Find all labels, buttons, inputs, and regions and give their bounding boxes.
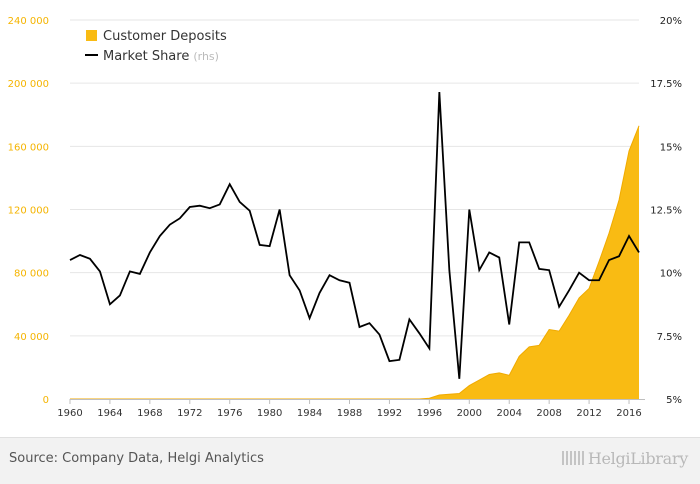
library-icon <box>561 451 584 465</box>
legend-label-market-share: Market Share (rhs) <box>103 49 219 64</box>
legend: Customer Deposits Market Share (rhs) <box>85 29 227 64</box>
x-tick-label: 2016 <box>616 408 641 419</box>
customer-deposits-area <box>70 125 639 400</box>
brand-logo: HelgiLibrary <box>561 449 688 468</box>
x-tick-label: 1988 <box>337 408 362 419</box>
y-right-tick-label: 17.5% <box>650 79 682 90</box>
x-tick-label: 1964 <box>97 408 122 419</box>
x-tick-label: 2012 <box>576 408 601 419</box>
y-left-tick-label: 240 000 <box>8 16 49 27</box>
x-tick-label: 1968 <box>137 408 162 419</box>
x-tick-label: 2000 <box>457 408 482 419</box>
x-tick-label: 1996 <box>417 408 442 419</box>
y-right-tick-label: 12.5% <box>650 206 682 217</box>
y-right-tick-label: 20% <box>660 16 682 27</box>
y-axis-right: 5% 7.5% 10% 12.5% 15% 17.5% 20% <box>650 16 682 406</box>
x-axis: 1960 1964 1968 1972 1976 1980 1984 1988 1992 1996… <box>57 399 645 419</box>
source-note: Source: Company Data, Helgi Analytics <box>9 451 264 466</box>
gridlines <box>70 19 639 337</box>
deposits-area-layer <box>70 125 640 400</box>
y-right-tick-label: 10% <box>660 269 682 280</box>
x-tick-label: 2004 <box>497 408 522 419</box>
x-tick-label: 1984 <box>297 408 322 419</box>
x-tick-label: 1992 <box>377 408 402 419</box>
legend-swatch-customer-deposits <box>86 30 97 41</box>
y-left-tick-label: 80 000 <box>14 269 49 280</box>
y-right-tick-label: 15% <box>660 142 682 153</box>
footer: Source: Company Data, Helgi Analytics He… <box>0 437 700 484</box>
x-tick-label: 1976 <box>217 408 242 419</box>
x-tick-label: 1960 <box>57 408 82 419</box>
brand-name: HelgiLibrary <box>587 449 688 468</box>
y-axis-left: 0 40 000 80 000 120 000 160 000 200 000 240 00… <box>8 16 49 406</box>
market-share-line <box>69 91 640 379</box>
legend-label-customer-deposits: Customer Deposits <box>103 29 227 44</box>
x-tick-label: 1980 <box>257 408 282 419</box>
market-share-line-layer <box>69 91 640 379</box>
chart: 1960 1964 1968 1972 1976 1980 1984 1988 1992 1996… <box>8 16 682 419</box>
y-left-tick-label: 0 <box>43 395 49 406</box>
y-left-tick-label: 160 000 <box>8 142 49 153</box>
x-tick-label: 2008 <box>536 408 561 419</box>
y-left-tick-label: 120 000 <box>8 206 49 217</box>
y-left-tick-label: 40 000 <box>14 332 49 343</box>
y-right-tick-label: 5% <box>666 395 682 406</box>
y-right-tick-label: 7.5% <box>657 332 682 343</box>
y-left-tick-label: 200 000 <box>8 79 49 90</box>
x-tick-label: 1972 <box>177 408 202 419</box>
